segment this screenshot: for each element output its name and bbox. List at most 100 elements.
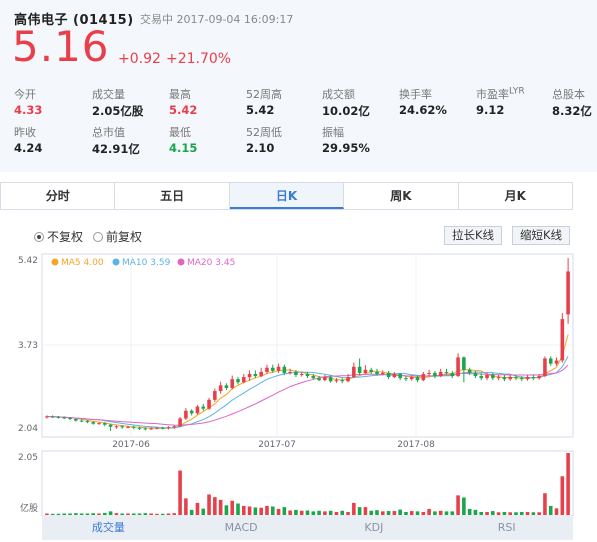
volume-bar <box>178 470 182 515</box>
candle-body <box>160 427 165 429</box>
volume-bar <box>120 513 124 515</box>
tab-volume[interactable]: 成交量 <box>91 521 125 534</box>
date-tick-label: 2017-06 <box>112 440 150 450</box>
candle-body <box>398 373 402 379</box>
stat-low: 最低 4.15 <box>169 124 197 155</box>
candle-body <box>195 406 200 414</box>
candle-body <box>149 428 153 430</box>
candle-body <box>218 385 223 392</box>
candle-body <box>438 371 443 377</box>
ma20-legend-name: MA20 <box>187 258 213 268</box>
stat-value: 10.02亿 <box>322 104 370 118</box>
radio-forward-adjust[interactable]: 前复权 <box>93 228 142 245</box>
shrink-k-button[interactable]: 缩短K线 <box>512 226 571 245</box>
volume-bar <box>305 510 310 515</box>
tab-rsi[interactable]: RSI <box>497 521 516 534</box>
volume-bar <box>444 511 449 515</box>
candle-body <box>496 377 501 379</box>
stat-value: 5.42 <box>246 103 275 117</box>
quote-header: 高伟电子 (01415) 交易中 2017-09-04 16:09:17 5.1… <box>0 0 597 172</box>
candle-body <box>137 427 142 429</box>
volume-bar <box>346 511 350 515</box>
volume-bar <box>334 511 339 515</box>
ma10-legend-value: 3.59 <box>150 258 170 268</box>
indicator-tabs: 成交量 MACD KDJ RSI <box>42 516 573 540</box>
candle-body <box>491 375 495 379</box>
candle-body <box>56 416 61 418</box>
candle-body <box>537 376 541 379</box>
candle-body <box>224 385 229 388</box>
candle-body <box>317 378 321 381</box>
candle-body <box>357 366 362 373</box>
stat-52w-low: 52周低 2.10 <box>246 124 282 155</box>
candle-body <box>184 410 188 419</box>
candle-body <box>114 426 119 428</box>
ma20-legend-dot <box>177 258 185 266</box>
volume-bar <box>265 505 269 515</box>
stat-value: 2.05亿股 <box>92 104 144 118</box>
volume-bar <box>514 512 518 515</box>
price-tick-label: 2.04 <box>18 424 38 434</box>
volume-bar <box>160 513 165 515</box>
stat-label: 最高 <box>169 88 191 101</box>
ma5-legend-name: MA5 <box>61 258 81 268</box>
tab-five-day[interactable]: 五日 <box>115 183 230 209</box>
volume-bar <box>566 453 570 515</box>
stat-value: 8.32亿 <box>552 104 592 118</box>
radio-label: 前复权 <box>106 230 143 244</box>
radio-label: 不复权 <box>47 230 84 244</box>
volume-bar <box>456 495 460 515</box>
ma5-legend-value: 4.00 <box>84 258 104 268</box>
volume-bar <box>247 506 252 515</box>
stat-label: 总股本 <box>552 88 585 101</box>
stat-label: 昨收 <box>14 126 36 139</box>
candle-body <box>404 378 408 380</box>
volume-bar <box>479 511 484 515</box>
tab-macd[interactable]: MACD <box>224 521 258 534</box>
volume-bar <box>485 511 489 515</box>
candle-body <box>363 369 368 373</box>
stat-label: 换手率 <box>399 88 432 101</box>
stat-turnover-rate: 换手率 24.62% <box>399 86 447 117</box>
volume-bar <box>45 513 49 515</box>
candle-body <box>392 373 397 378</box>
volume-bar <box>103 512 107 515</box>
ma10-legend-dot <box>112 258 120 266</box>
candle-body <box>91 422 96 424</box>
stat-shares: 总股本 8.32亿 <box>552 86 592 119</box>
date-tick-label: 2017-08 <box>397 440 435 450</box>
candle-body <box>68 417 72 420</box>
candle-body <box>45 416 49 418</box>
candle-body <box>270 367 275 371</box>
tab-weekly-k[interactable]: 周K <box>344 183 459 209</box>
stretch-k-button[interactable]: 拉长K线 <box>444 226 503 245</box>
volume-bar <box>473 509 478 515</box>
volume-bar <box>398 509 402 515</box>
tab-kdj[interactable]: KDJ <box>364 521 384 534</box>
volume-bar <box>201 508 206 515</box>
volume-bar <box>288 510 292 515</box>
candle-body <box>421 373 426 381</box>
volume-bar <box>462 497 466 515</box>
ma5-legend-label: MA5 4.00 <box>61 258 104 268</box>
tab-monthly-k[interactable]: 月K <box>504 189 526 203</box>
candle-body <box>207 399 211 409</box>
kline-chart[interactable]: 5.42 3.73 2.04 2017-06 2017-07 2017-08 2… <box>0 250 597 516</box>
radio-no-adjust[interactable]: 不复权 <box>34 228 83 245</box>
volume-bar <box>375 510 379 515</box>
candle-body <box>548 358 553 364</box>
tab-daily-k[interactable]: 日K <box>229 183 345 209</box>
volume-bar <box>386 511 391 515</box>
volume-bar <box>236 503 240 515</box>
stat-turnover: 成交额 10.02亿 <box>322 86 370 119</box>
stat-value: 29.95% <box>322 141 370 155</box>
adjust-options: 不复权 前复权 <box>34 228 142 245</box>
stat-value: 42.91亿 <box>92 142 140 156</box>
candle-body <box>62 417 67 419</box>
candle-body <box>473 372 478 377</box>
candle-body <box>456 357 460 377</box>
candle-body <box>50 416 55 418</box>
tab-timeshare[interactable]: 分时 <box>1 183 116 209</box>
candle-body <box>502 377 507 380</box>
volume-bar <box>62 513 67 515</box>
